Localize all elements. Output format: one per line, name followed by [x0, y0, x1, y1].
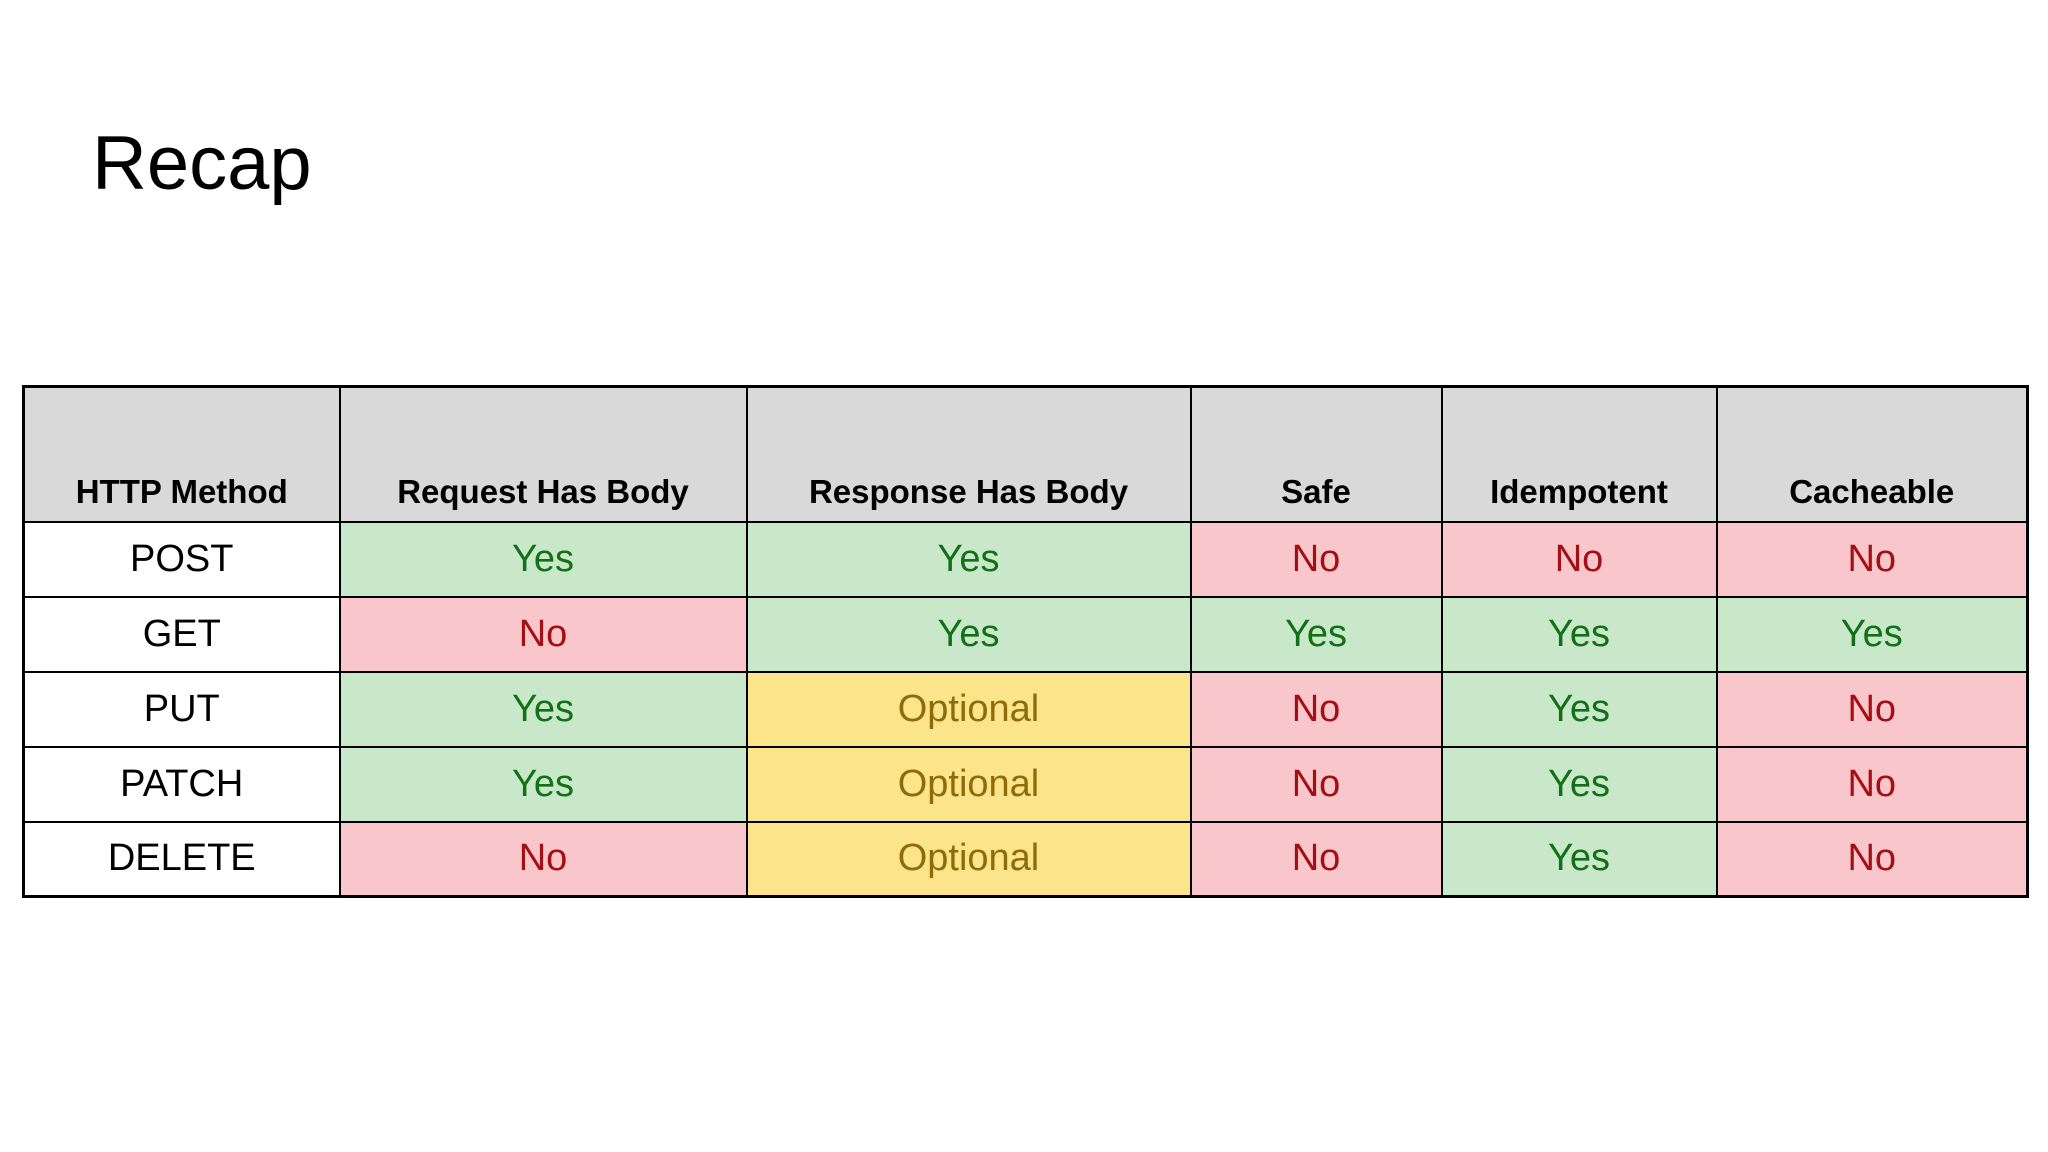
value-cell: Optional	[745, 820, 1192, 898]
table-row-delete: DELETE No Optional No Yes No	[22, 820, 2029, 898]
value-cell: No	[1715, 520, 2029, 598]
value-cell: Yes	[338, 745, 748, 823]
value-cell: Optional	[745, 670, 1192, 748]
value-cell: No	[1189, 520, 1443, 598]
value-cell: Yes	[1440, 820, 1718, 898]
value-cell: No	[1715, 745, 2029, 823]
column-header-request-has-body: Request Has Body	[338, 385, 748, 523]
value-cell: Yes	[745, 595, 1192, 673]
value-cell: Yes	[338, 670, 748, 748]
value-cell: Yes	[338, 520, 748, 598]
value-cell: No	[1189, 670, 1443, 748]
value-cell: No	[1189, 820, 1443, 898]
method-cell: DELETE	[22, 820, 341, 898]
column-header-http-method: HTTP Method	[22, 385, 341, 523]
column-header-cacheable: Cacheable	[1715, 385, 2029, 523]
value-cell: Optional	[745, 745, 1192, 823]
table-row-post: POST Yes Yes No No No	[22, 520, 2029, 598]
value-cell: No	[338, 820, 748, 898]
method-cell: POST	[22, 520, 341, 598]
http-methods-table: HTTP Method Request Has Body Response Ha…	[22, 385, 2029, 898]
value-cell: Yes	[1440, 595, 1718, 673]
value-cell: Yes	[1715, 595, 2029, 673]
value-cell: No	[1715, 820, 2029, 898]
page-title: Recap	[92, 121, 312, 206]
value-cell: Yes	[745, 520, 1192, 598]
value-cell: No	[338, 595, 748, 673]
method-cell: GET	[22, 595, 341, 673]
value-cell: No	[1715, 670, 2029, 748]
method-cell: PATCH	[22, 745, 341, 823]
value-cell: No	[1440, 520, 1718, 598]
value-cell: Yes	[1440, 745, 1718, 823]
value-cell: Yes	[1440, 670, 1718, 748]
table-row-patch: PATCH Yes Optional No Yes No	[22, 745, 2029, 823]
column-header-safe: Safe	[1189, 385, 1443, 523]
column-header-idempotent: Idempotent	[1440, 385, 1718, 523]
column-header-response-has-body: Response Has Body	[745, 385, 1192, 523]
value-cell: No	[1189, 745, 1443, 823]
method-cell: PUT	[22, 670, 341, 748]
value-cell: Yes	[1189, 595, 1443, 673]
table-row-put: PUT Yes Optional No Yes No	[22, 670, 2029, 748]
table-row-get: GET No Yes Yes Yes Yes	[22, 595, 2029, 673]
header-row: HTTP Method Request Has Body Response Ha…	[22, 385, 2029, 523]
